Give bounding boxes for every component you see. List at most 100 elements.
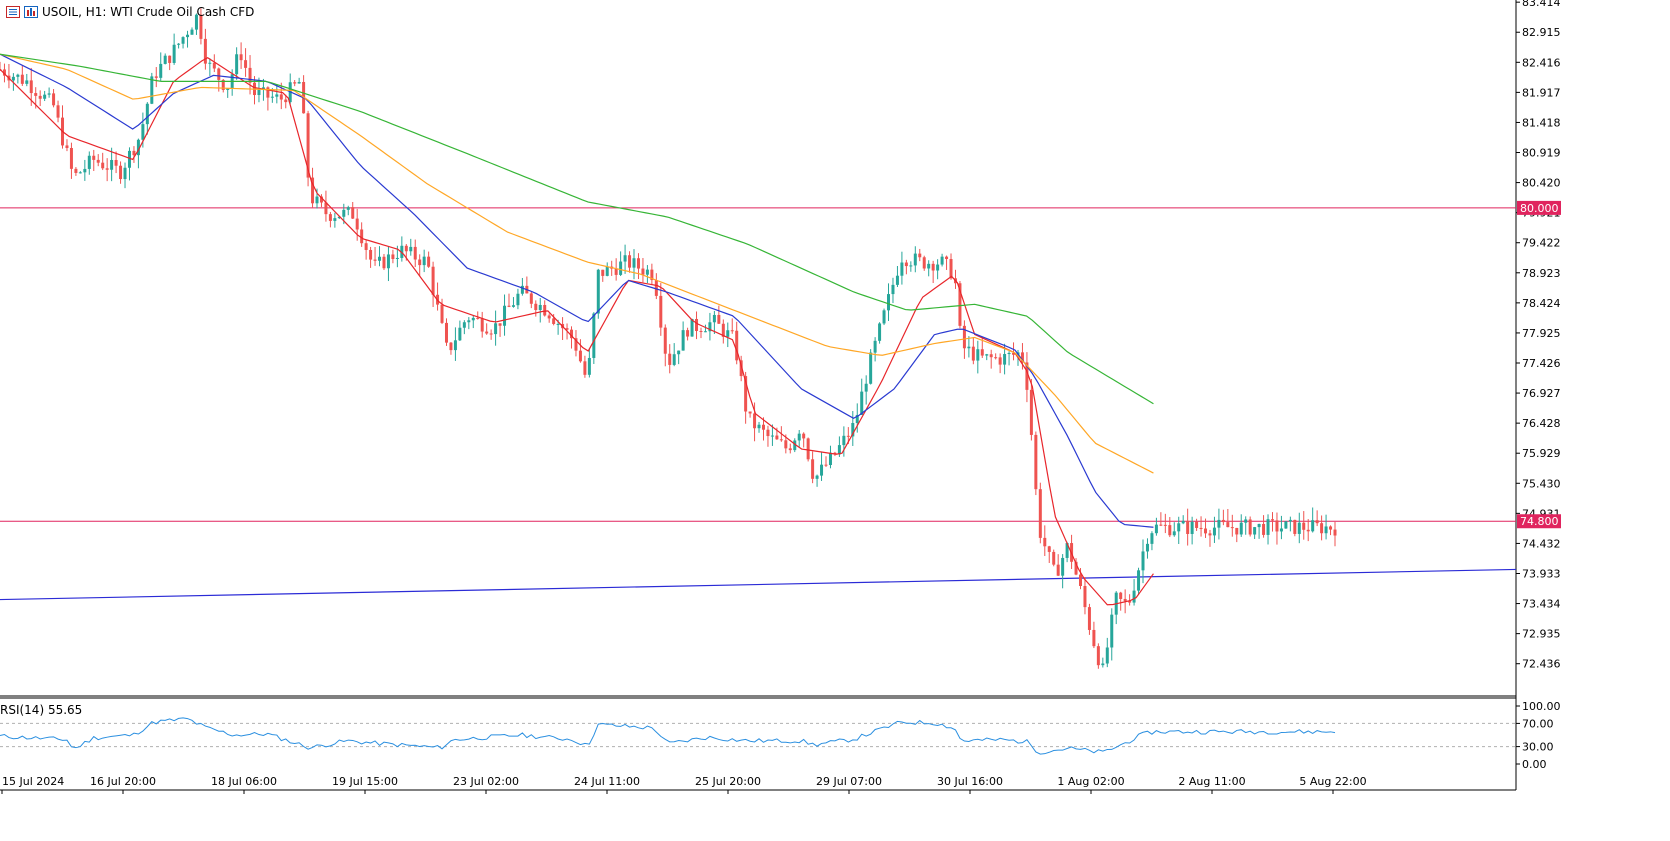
candle-body (703, 331, 707, 333)
candle-body (1320, 523, 1324, 534)
candle-body (766, 429, 770, 437)
candle-body (636, 258, 640, 269)
candle-body (1043, 537, 1047, 547)
candle-body (56, 105, 60, 118)
candle-body (217, 68, 221, 80)
x-tick-label: 1 Aug 02:00 (1057, 775, 1124, 788)
candle-body (891, 284, 895, 295)
candle-body (565, 328, 569, 330)
x-tick-label: 29 Jul 07:00 (816, 775, 882, 788)
candle-body (958, 283, 962, 326)
candle-body (511, 305, 515, 307)
candle-body (878, 323, 882, 341)
candle-body (556, 323, 560, 325)
candle-body (159, 63, 163, 78)
candle-body (632, 258, 636, 268)
candle-body (1177, 523, 1181, 532)
candle-body (547, 315, 551, 319)
candle-body (453, 340, 457, 351)
y-tick-label: 80.919 (1522, 147, 1561, 160)
candle-body (520, 285, 524, 294)
candle-body (105, 168, 109, 170)
candle-body (1123, 598, 1127, 602)
candle-body (1297, 522, 1301, 534)
candle-body (552, 318, 556, 324)
candle-body (605, 266, 609, 276)
candle-body (431, 266, 435, 295)
candle-body (1302, 522, 1306, 530)
trendline[interactable] (0, 568, 1517, 601)
candle-body (418, 259, 422, 266)
candle-body (717, 314, 721, 324)
candle-body (570, 329, 574, 339)
candle-body (1079, 574, 1083, 586)
candle-body (887, 294, 891, 311)
candle-body (1141, 551, 1145, 571)
candle-body (293, 82, 297, 84)
candle-body (945, 256, 949, 260)
candle-body (869, 352, 873, 384)
y-tick-label: 81.917 (1522, 86, 1561, 99)
candle-body (11, 76, 15, 81)
candle-body (494, 323, 498, 335)
candle-body (779, 439, 783, 441)
candle-body (449, 342, 453, 351)
candle-body (587, 357, 591, 375)
candle-body (1262, 523, 1266, 535)
candle-body (1293, 519, 1297, 534)
candle-body (92, 155, 96, 160)
candle-body (1253, 527, 1257, 535)
candle-body (275, 94, 279, 97)
candle-body (1279, 528, 1283, 532)
candle-body (136, 139, 140, 156)
candle-body (1047, 546, 1051, 552)
candle-body (101, 162, 105, 169)
candle-body (534, 303, 538, 310)
candle-body (721, 323, 725, 337)
candle-body (78, 172, 82, 174)
moving-average-line (0, 53, 1154, 528)
y-tick-label: 75.430 (1522, 477, 1561, 490)
candle-body (127, 150, 131, 168)
candle-body (628, 255, 632, 268)
candle-body (1168, 525, 1172, 536)
candle-body (38, 95, 42, 99)
candle-body (739, 360, 743, 377)
bar-chart-icon[interactable] (24, 6, 38, 18)
candle-body (110, 159, 114, 170)
candle-body (235, 54, 239, 75)
rsi-tick-label: 70.00 (1522, 717, 1554, 730)
candle-body (654, 280, 658, 296)
candle-body (619, 261, 623, 275)
chart-list-icon[interactable] (6, 6, 20, 18)
candle-body (244, 60, 248, 68)
candle-body (708, 322, 712, 332)
candle-body (324, 202, 328, 215)
candle-body (744, 376, 748, 412)
candle-body (1195, 521, 1199, 528)
candle-body (1235, 527, 1239, 535)
candle-body (1038, 489, 1042, 538)
candle-body (1248, 519, 1252, 535)
candle-body (386, 254, 390, 269)
candle-body (409, 246, 413, 252)
candle-body (226, 88, 230, 90)
candle-body (1029, 389, 1033, 435)
candle-body (672, 354, 676, 365)
candle-body (922, 257, 926, 269)
x-tick-label: 5 Aug 22:00 (1299, 775, 1366, 788)
candle-body (114, 159, 118, 166)
candle-body (1230, 527, 1234, 529)
candle-body (194, 14, 198, 30)
candle-body (1074, 561, 1078, 575)
candle-body (1052, 551, 1056, 565)
candle-body (395, 257, 399, 259)
y-tick-label: 83.414 (1522, 0, 1561, 9)
candle-body (284, 99, 288, 103)
candle-body (467, 320, 471, 323)
candle-body (1034, 434, 1038, 490)
candle-body (712, 314, 716, 323)
candle-body (190, 29, 194, 35)
y-tick-label: 72.935 (1522, 628, 1561, 641)
